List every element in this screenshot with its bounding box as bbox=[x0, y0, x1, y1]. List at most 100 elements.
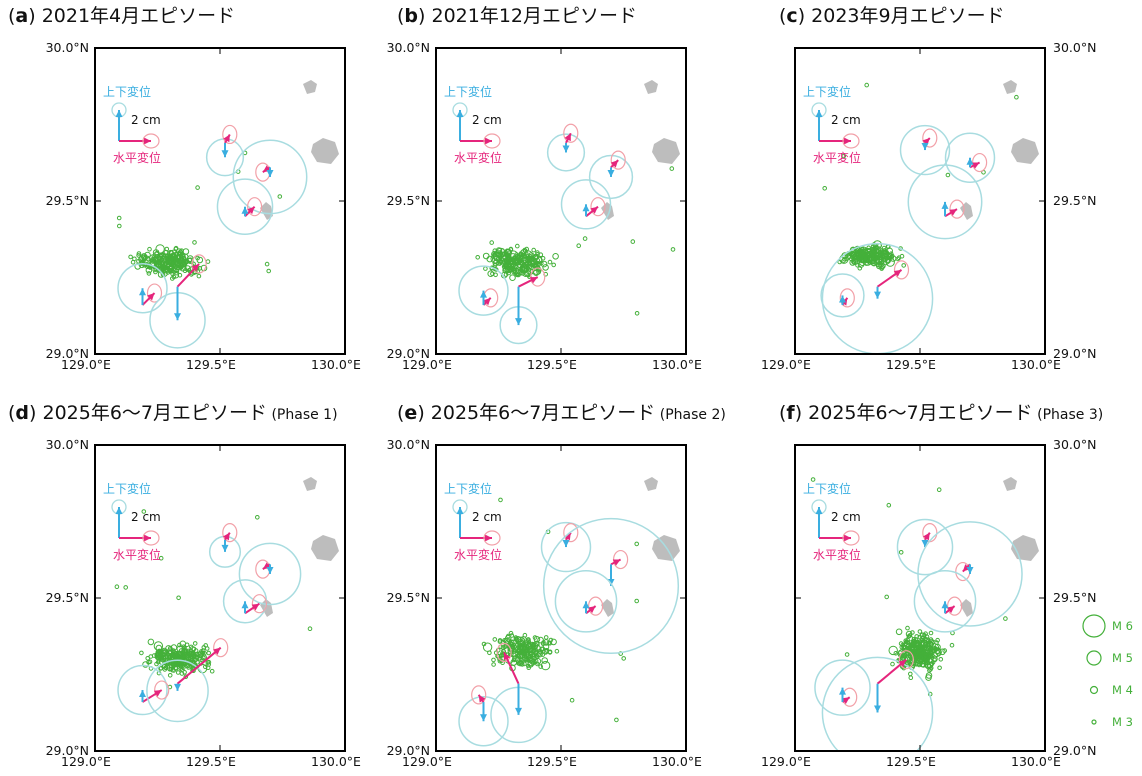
quake-marker bbox=[863, 255, 871, 262]
quake-marker bbox=[618, 651, 623, 656]
quake-marker bbox=[890, 661, 895, 667]
gnss-station bbox=[560, 179, 612, 230]
horizontal-displacement-arrow bbox=[923, 532, 931, 541]
quake-marker bbox=[540, 660, 551, 671]
quake-marker bbox=[540, 256, 546, 261]
horizontal-error-ellipse bbox=[590, 197, 606, 217]
vertical-displacement-arrow bbox=[839, 295, 846, 306]
quake-marker bbox=[630, 239, 636, 244]
lat-tick-label: 29.5°N bbox=[45, 193, 89, 208]
vertical-error-circle bbox=[554, 569, 618, 633]
quake-marker bbox=[932, 657, 937, 662]
quake-marker bbox=[886, 502, 892, 508]
quake-marker bbox=[487, 270, 495, 277]
vertical-label: 上下変位 bbox=[103, 481, 151, 496]
quake-marker bbox=[936, 487, 942, 493]
gnss-station bbox=[907, 164, 983, 240]
horizontal-error-ellipse bbox=[613, 549, 629, 570]
horizontal-displacement-arrow bbox=[944, 605, 956, 615]
quake-marker bbox=[136, 251, 142, 256]
vertical-displacement-arrow bbox=[562, 142, 570, 153]
quake-marker bbox=[183, 652, 188, 658]
quake-marker bbox=[153, 251, 160, 259]
vertical-error-circle bbox=[913, 569, 977, 633]
vertical-label: 上下変位 bbox=[444, 481, 492, 496]
gnss-station bbox=[540, 521, 592, 573]
quake-marker bbox=[183, 259, 188, 264]
quake-marker bbox=[173, 267, 178, 272]
quake-marker bbox=[182, 248, 190, 255]
gnss-station bbox=[821, 650, 934, 751]
quake-marker bbox=[489, 240, 495, 245]
quake-marker bbox=[510, 639, 517, 647]
quake-marker bbox=[172, 658, 180, 665]
scale-label: 2 cm bbox=[131, 113, 161, 127]
lon-tick-label: 130.0°E bbox=[652, 754, 702, 769]
quake-marker bbox=[176, 254, 181, 259]
island-shapes bbox=[260, 80, 339, 220]
magnitude-label: M 5 bbox=[1112, 651, 1133, 665]
quake-marker bbox=[482, 252, 490, 260]
quake-marker bbox=[197, 650, 205, 658]
quake-marker bbox=[307, 626, 313, 631]
quake-marker bbox=[889, 255, 894, 260]
quake-marker bbox=[508, 250, 519, 260]
gnss-station bbox=[944, 132, 996, 183]
horizontal-error-ellipse bbox=[839, 288, 855, 308]
quake-marker bbox=[937, 665, 942, 671]
horizontal-displacement-arrow bbox=[969, 161, 981, 169]
magnitude-symbol bbox=[1091, 719, 1097, 725]
lat-tick-label: 29.0°N bbox=[386, 743, 430, 758]
lon-tick-label: 129.0°E bbox=[402, 357, 452, 372]
vertical-error-circle bbox=[238, 542, 302, 606]
quake-marker bbox=[525, 637, 531, 642]
quake-marker bbox=[146, 659, 151, 665]
horizontal-displacement-arrow bbox=[176, 263, 200, 288]
gnss-station bbox=[899, 124, 951, 176]
quake-marker bbox=[1014, 94, 1019, 100]
quake-marker bbox=[116, 215, 122, 221]
legend-vertical-arrow bbox=[115, 507, 123, 538]
quake-marker bbox=[547, 259, 553, 265]
quake-marker bbox=[922, 650, 928, 656]
quake-marker bbox=[864, 82, 869, 88]
quake-marker bbox=[154, 250, 160, 256]
quake-marker bbox=[945, 172, 951, 178]
legend-horizontal-arrow bbox=[460, 534, 492, 542]
quake-marker bbox=[174, 261, 179, 267]
quake-marker bbox=[516, 649, 521, 654]
quake-marker bbox=[535, 257, 540, 263]
vertical-displacement-arrow bbox=[966, 157, 974, 168]
quake-marker bbox=[184, 642, 190, 648]
quake-marker bbox=[482, 642, 493, 652]
quake-marker bbox=[209, 668, 215, 674]
quake-marker bbox=[511, 266, 517, 272]
gnss-station bbox=[458, 685, 509, 747]
quake-marker bbox=[164, 246, 170, 252]
quake-marker bbox=[614, 717, 619, 723]
quake-marker bbox=[531, 261, 539, 269]
legend-vertical-arrow bbox=[815, 110, 823, 141]
vertical-displacement-arrow bbox=[839, 687, 846, 703]
quake-marker bbox=[859, 250, 865, 256]
horizontal-error-ellipse bbox=[563, 523, 579, 543]
quake-marker bbox=[939, 648, 946, 656]
horizontal-label: 水平変位 bbox=[813, 150, 861, 165]
quake-marker bbox=[526, 663, 531, 669]
horizontal-error-ellipse bbox=[563, 123, 579, 143]
panel-title-text: 2025年6〜7月エピソード bbox=[430, 402, 656, 424]
horizontal-displacement-arrow bbox=[610, 558, 622, 566]
quake-marker bbox=[929, 643, 940, 653]
lon-tick-label: 130.0°E bbox=[1011, 357, 1061, 372]
quake-marker bbox=[491, 657, 496, 663]
quake-marker bbox=[183, 674, 189, 679]
panel-title: (d) 2025年6〜7月エピソード (Phase 1) bbox=[8, 402, 338, 424]
vertical-error-circle bbox=[117, 263, 168, 314]
vertical-displacement-arrow bbox=[480, 290, 487, 306]
horizontal-displacement-arrow bbox=[876, 269, 903, 288]
quake-marker bbox=[523, 248, 528, 254]
legend-vertical-arrow bbox=[115, 110, 123, 141]
quake-marker bbox=[503, 263, 508, 269]
quake-marker bbox=[504, 635, 512, 642]
legend-vertical-arrow bbox=[815, 507, 823, 538]
